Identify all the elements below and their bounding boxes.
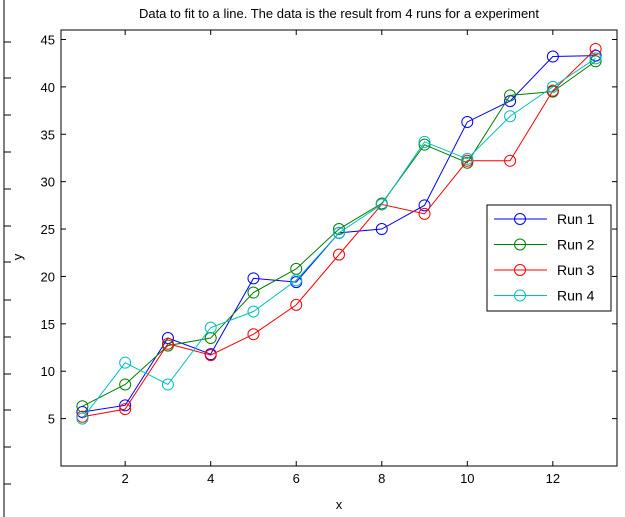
y-tick-label: 30: [41, 175, 55, 190]
series-line: [82, 60, 596, 407]
data-point: [546, 50, 559, 63]
x-axis-label: x: [336, 497, 343, 512]
y-tick-label: 35: [41, 127, 55, 142]
y-tick-label: 10: [41, 364, 55, 379]
data-point: [119, 378, 132, 391]
axis-ticks: 2 4 6 8 10 12 5 10 15 20 25 30 35 40 45: [41, 30, 617, 486]
legend-label: Run 2: [557, 237, 595, 253]
y-tick-label: 5: [48, 412, 55, 427]
data-point: [546, 80, 559, 93]
data-point: [76, 400, 89, 413]
data-point: [76, 412, 89, 425]
data-point: [247, 272, 260, 285]
series-line: [82, 48, 596, 418]
y-tick-label: 40: [41, 80, 55, 95]
data-point: [461, 152, 474, 165]
y-tick-label: 20: [41, 269, 55, 284]
data-point: [204, 349, 217, 362]
data-point: [333, 248, 345, 261]
data-point: [418, 199, 431, 212]
data-point: [375, 198, 388, 211]
data-point: [290, 274, 303, 287]
data-point: [333, 226, 345, 239]
data-point: [161, 378, 174, 391]
data-point: [589, 52, 602, 65]
data-point: [119, 399, 132, 412]
data-point: [418, 135, 431, 148]
x-tick-label: 4: [207, 471, 214, 486]
x-tick-label: 8: [378, 471, 385, 486]
data-point: [504, 154, 517, 167]
x-tick-label: 6: [293, 471, 300, 486]
left-edge-ticks: [4, 41, 11, 485]
data-point: [119, 356, 132, 369]
data-point: [589, 55, 602, 68]
data-point: [204, 332, 217, 345]
data-point: [589, 42, 602, 55]
data-point: [504, 110, 517, 123]
data-point: [290, 298, 303, 311]
legend-marker: [514, 238, 526, 251]
legend: Run 1 Run 2 Run 3 Run 4: [486, 204, 612, 312]
legend-label: Run 4: [557, 288, 595, 304]
data-point: [161, 337, 174, 350]
data-point: [504, 89, 517, 102]
y-axis-label: y: [10, 253, 25, 260]
data-point: [418, 207, 431, 220]
data-point: [461, 115, 474, 128]
data-point: [375, 223, 388, 236]
data-point: [247, 286, 260, 299]
legend-marker: [514, 213, 526, 225]
series-line: [81, 58, 596, 419]
data-point: [247, 328, 260, 341]
x-tick-label: 10: [460, 471, 474, 486]
x-tick-label: 12: [546, 471, 560, 486]
legend-label: Run 3: [557, 262, 595, 278]
data-point: [119, 403, 132, 416]
data-point: [204, 321, 217, 334]
y-tick-label: 45: [41, 32, 55, 47]
y-tick-label: 15: [41, 317, 55, 332]
legend-box: [486, 204, 612, 312]
legend-marker: [514, 264, 526, 276]
legend-label: Run 1: [557, 211, 595, 227]
y-tick-label: 25: [41, 222, 55, 237]
data-point: [247, 305, 260, 318]
chart-title: Data to fit to a line. The data is the r…: [139, 6, 539, 21]
data-point: [589, 49, 602, 62]
x-tick-label: 2: [122, 471, 129, 486]
data-point: [418, 138, 431, 151]
data-series: [76, 42, 602, 425]
legend-marker: [514, 289, 526, 302]
series-4: [76, 52, 602, 425]
